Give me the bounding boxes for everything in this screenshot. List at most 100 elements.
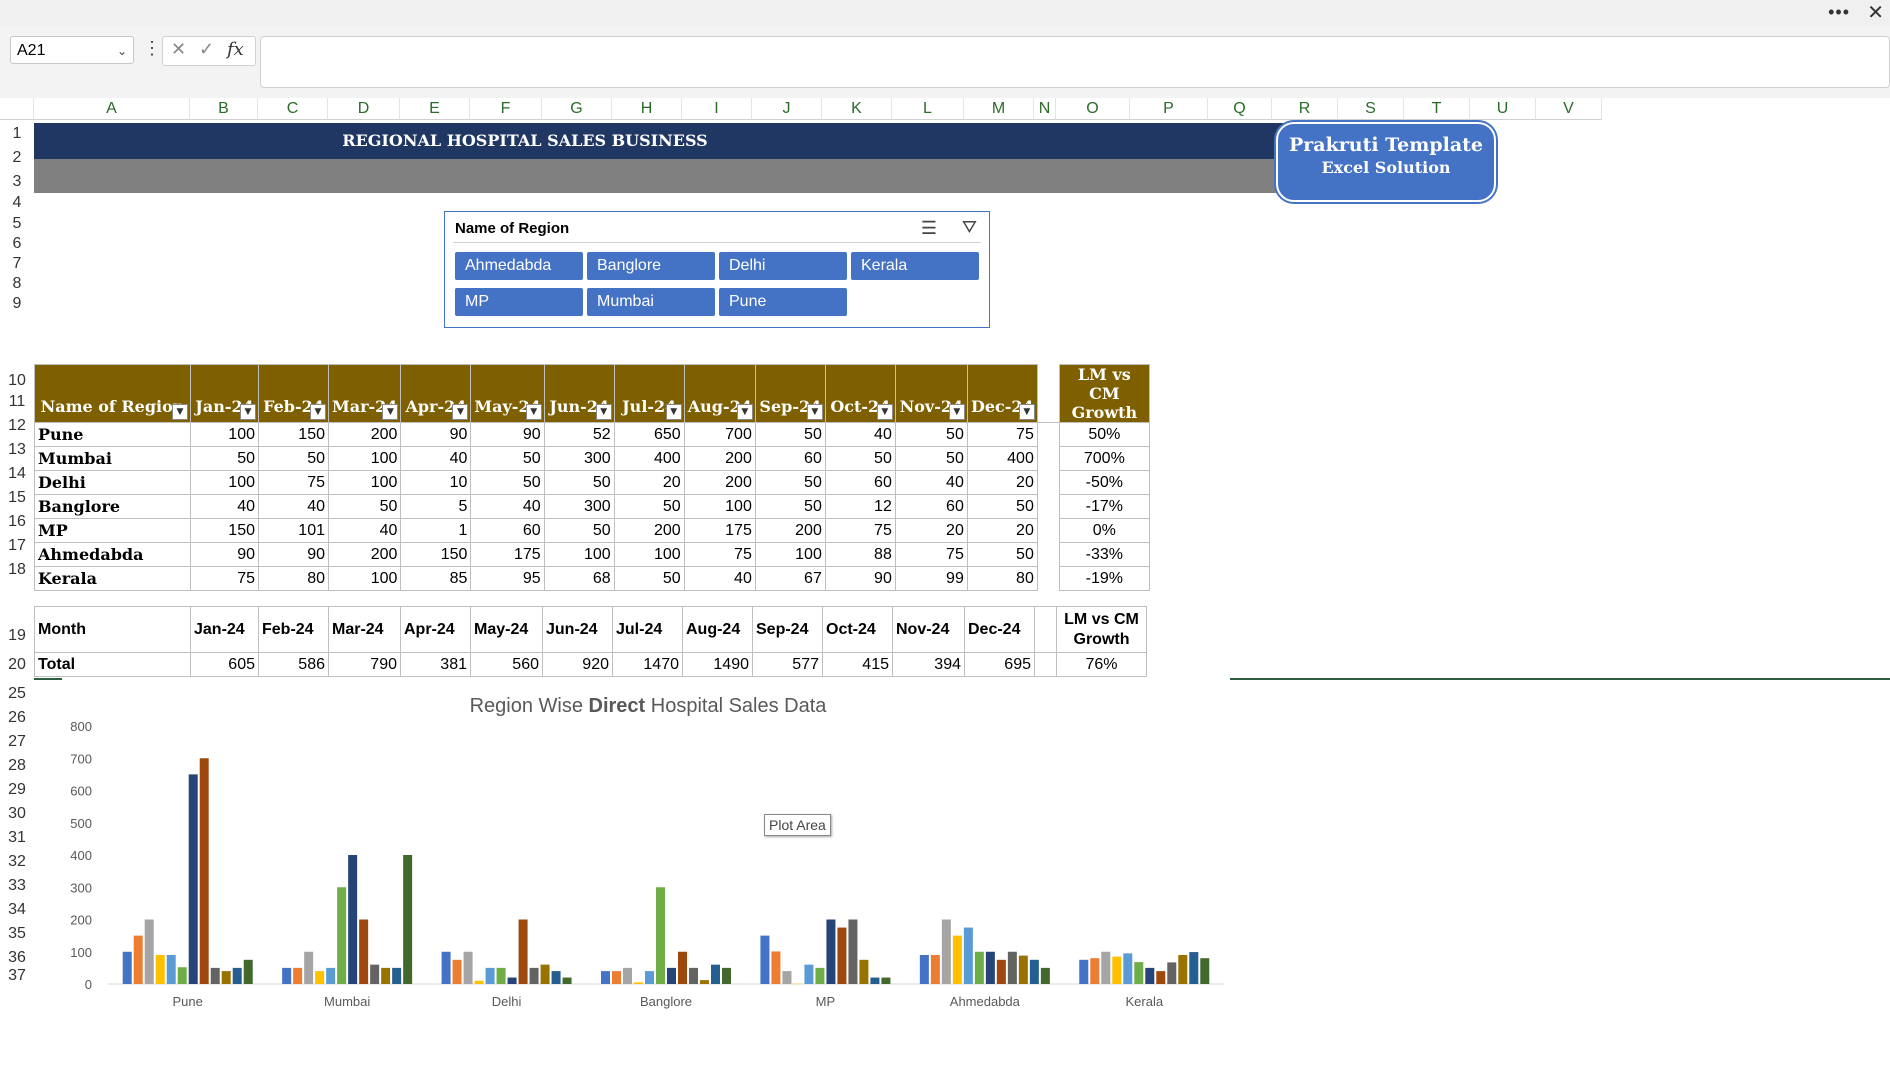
filter-dropdown-icon[interactable]: ▼ [172,404,188,420]
column-header-O[interactable]: O [1056,98,1130,120]
bar-mumbai-nov-24[interactable] [392,967,402,984]
header-cell[interactable]: Nov-24 ▼ [894,364,968,423]
row-header-36[interactable]: 36 [0,946,34,970]
value-cell[interactable]: 150 [258,422,329,447]
row-header-25[interactable]: 25 [0,682,34,706]
bar-banglore-mar-24[interactable] [623,967,632,984]
row-header-18[interactable]: 18 [0,558,34,582]
value-cell[interactable]: 200 [754,518,826,543]
bar-mumbai-jul-24[interactable] [348,855,358,984]
summary-header-cell[interactable]: Apr-24 [400,606,471,653]
bar-mp-nov-24[interactable] [870,977,880,984]
cancel-icon[interactable]: ✕ [171,39,187,59]
row-header-10[interactable]: 10 [0,358,34,390]
value-cell[interactable]: 50 [894,422,968,447]
bar-kerala-nov-24[interactable] [1189,952,1199,984]
column-header-M[interactable]: M [964,98,1034,120]
bar-banglore-apr-24[interactable] [634,982,643,984]
value-cell[interactable]: 90 [258,542,329,567]
header-cell[interactable]: Apr-24 ▼ [400,364,472,423]
summary-header-cell[interactable]: Oct-24 [822,606,893,653]
filter-dropdown-icon[interactable]: ▼ [736,404,753,420]
bar-banglore-jun-24[interactable] [656,887,665,984]
bar-banglore-sep-24[interactable] [689,967,698,984]
value-cell[interactable]: 5 [400,494,472,519]
value-cell[interactable]: 50 [327,494,402,519]
sales-chart[interactable]: Region Wise Direct Hospital Sales Data 0 1… [34,682,1254,1074]
slicer-item-ahmedabda[interactable]: Ahmedabda [455,252,583,280]
row-header-37[interactable]: 37 [0,968,34,984]
filter-dropdown-icon[interactable]: ▼ [876,404,893,420]
row-header-5[interactable]: 5 [0,213,34,234]
bar-banglore-dec-24[interactable] [722,967,731,984]
more-options-icon[interactable]: ••• [1828,2,1850,22]
column-header-U[interactable]: U [1470,98,1536,120]
filter-dropdown-icon[interactable]: ▼ [310,404,326,420]
value-cell[interactable]: 40 [190,494,259,519]
bar-ahmedabda-feb-24[interactable] [930,954,940,984]
summary-total-cell[interactable]: 790 [328,652,401,677]
value-cell[interactable]: 175 [470,542,545,567]
spacer-cell[interactable] [1036,470,1060,495]
value-cell[interactable]: 100 [327,446,402,471]
header-cell[interactable]: Jul-24 ▼ [613,364,685,423]
bar-banglore-jul-24[interactable] [667,967,676,984]
bar-ahmedabda-jul-24[interactable] [985,951,995,984]
summary-total-cell[interactable]: 76% [1056,652,1147,677]
header-cell[interactable]: Sep-24 ▼ [754,364,826,423]
bar-delhi-jul-24[interactable] [507,977,517,984]
header-cell[interactable]: May-24 ▼ [470,364,545,423]
row-header-7[interactable]: 7 [0,254,34,274]
row-header-28[interactable]: 28 [0,754,34,778]
slicer-item-pune[interactable]: Pune [719,288,847,316]
spacer-cell[interactable] [1036,542,1060,567]
bar-mp-aug-24[interactable] [837,927,847,984]
value-cell[interactable]: 50 [613,494,685,519]
column-header-N[interactable]: N [1034,98,1056,120]
column-header-H[interactable]: H [612,98,682,120]
bar-mumbai-jan-24[interactable] [282,967,292,984]
bar-delhi-nov-24[interactable] [551,971,561,984]
bar-banglore-may-24[interactable] [645,971,654,984]
chevron-down-icon[interactable]: ⌄ [116,44,127,58]
row-header-1[interactable]: 1 [0,122,34,146]
column-header-D[interactable]: D [328,98,400,120]
bar-mp-jul-24[interactable] [826,919,836,985]
value-cell[interactable]: 400 [613,446,685,471]
value-cell[interactable]: 100 [190,470,259,495]
value-cell[interactable]: 1 [400,518,472,543]
row-header-16[interactable]: 16 [0,510,34,534]
header-cell[interactable]: Name of Region ▼ [34,364,191,423]
summary-header-cell[interactable]: Aug-24 [682,606,753,653]
summary-header-cell[interactable]: Sep-24 [752,606,823,653]
region-cell[interactable]: MP [34,518,191,543]
filter-dropdown-icon[interactable]: ▼ [525,404,542,420]
summary-header-cell[interactable]: Month [34,606,191,653]
value-cell[interactable]: 90 [824,566,896,591]
value-cell[interactable]: 50 [190,446,259,471]
row-header-20[interactable]: 20 [0,652,34,678]
column-header-J[interactable]: J [752,98,822,120]
header-cell[interactable]: Dec-24 ▼ [966,364,1038,423]
bar-ahmedabda-mar-24[interactable] [941,919,951,985]
spacer-cell[interactable] [1036,494,1060,519]
bar-ahmedabda-jan-24[interactable] [919,954,929,984]
bar-banglore-oct-24[interactable] [700,980,709,984]
row-header-6[interactable]: 6 [0,234,34,254]
value-cell[interactable]: 40 [258,494,329,519]
spacer-cell[interactable] [1036,566,1060,591]
value-cell[interactable]: 101 [258,518,329,543]
value-cell[interactable]: 88 [824,542,896,567]
slicer-item-kerala[interactable]: Kerala [851,252,979,280]
value-cell[interactable]: 40 [470,494,545,519]
bar-delhi-aug-24[interactable] [518,919,528,985]
value-cell[interactable]: 60 [894,494,968,519]
bar-mumbai-dec-24[interactable] [403,855,413,984]
value-cell[interactable]: 68 [543,566,615,591]
row-header-4[interactable]: 4 [0,193,34,213]
multi-select-icon[interactable]: ☰ [920,218,937,238]
value-cell[interactable]: 60 [470,518,545,543]
value-cell[interactable]: 40 [400,446,472,471]
row-header-11[interactable]: 11 [0,390,34,414]
column-header-P[interactable]: P [1130,98,1208,120]
